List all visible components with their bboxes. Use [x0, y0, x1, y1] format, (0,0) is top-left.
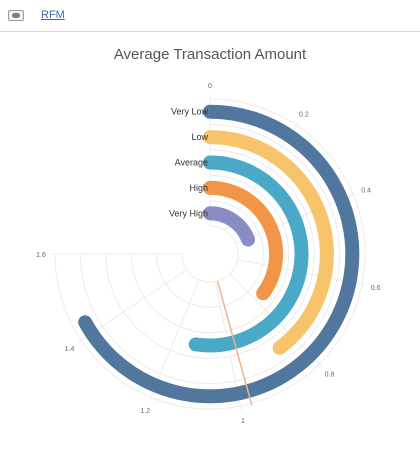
chart-title: Average Transaction Amount	[114, 46, 307, 63]
value-marker-line	[216, 280, 253, 406]
chart-bars	[78, 104, 360, 406]
tick-label: 0.4	[361, 187, 371, 194]
tick-label: 1.2	[140, 408, 150, 415]
tick-label: 1	[241, 418, 245, 425]
bar-low[interactable]	[203, 130, 334, 355]
toolbar: RFM	[0, 0, 420, 32]
tick-label: 0.2	[299, 112, 309, 119]
category-label: Very Low	[171, 107, 209, 117]
category-label: High	[189, 183, 208, 193]
tick-label: 0.8	[325, 372, 335, 379]
grid-arc	[181, 225, 239, 283]
category-label: Low	[191, 132, 208, 142]
bar-average[interactable]	[188, 155, 309, 353]
category-label: Very High	[169, 208, 208, 218]
bar-very-low[interactable]	[78, 104, 360, 404]
chart-tick-labels: 0 0.2 0.4 0.6 0.8 1 1.2 1.4 1.6	[36, 83, 381, 425]
category-label: Average	[175, 158, 208, 168]
eye-icon[interactable]	[8, 10, 24, 21]
rfm-link[interactable]: RFM	[41, 9, 65, 21]
tick-label: 0.6	[371, 285, 381, 292]
bar-high[interactable]	[203, 180, 284, 301]
tick-label: 0	[208, 83, 212, 90]
tick-label: 1.6	[36, 252, 46, 259]
tick-label: 1.4	[65, 346, 75, 353]
bar-very-high[interactable]	[203, 206, 256, 247]
radial-bar-chart: Average Transaction Amount 0 0.2 0.4 0.6 0.8…	[36, 46, 381, 425]
chart-category-labels: Very Low Low Average High Very High	[169, 107, 209, 219]
